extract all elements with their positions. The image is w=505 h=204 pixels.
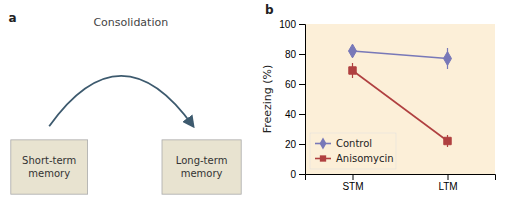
y-tick-mark [299, 24, 305, 25]
panel-label: a [8, 11, 16, 25]
series-line [353, 51, 448, 59]
x-tick-mark [448, 174, 449, 180]
box-label: Short-termmemory [22, 155, 76, 179]
y-tick: 100 [279, 19, 305, 30]
annotation: Consolidation [93, 16, 168, 29]
y-tick-mark [299, 114, 305, 115]
panel-label: b [265, 3, 274, 17]
y-tick: 20 [285, 139, 305, 150]
y-tick: 0 [290, 169, 305, 180]
panel-a: a Consolidation Short-termmemory Long-termm… [8, 11, 241, 194]
box-label: Long-termmemory [176, 155, 228, 179]
point [349, 44, 357, 58]
point [444, 137, 451, 144]
legend: Control Anisomycin [310, 133, 396, 169]
point [444, 52, 452, 66]
panel-b: STM LTM 0 20 40 60 80 100 Control Anisomycin [279, 19, 495, 192]
y-tick-label: 40 [285, 109, 297, 120]
figure: a Consolidation Short-termmemory Long-termm… [0, 0, 505, 204]
legend-label: Anisomycin [336, 153, 394, 164]
arrow [49, 76, 193, 126]
box [162, 140, 241, 194]
y-tick: 40 [285, 109, 305, 120]
y-axis-title: Freezing (%) [261, 65, 274, 134]
y-tick-mark [299, 54, 305, 55]
plot-marks [349, 44, 452, 147]
x-axis-line [306, 175, 496, 181]
y-tick: 80 [285, 49, 305, 60]
y-tick-mark [299, 84, 305, 85]
y-tick-label: 0 [290, 169, 296, 180]
legend-marker [320, 138, 327, 150]
series [349, 44, 452, 69]
y-tick-label: 20 [285, 139, 297, 150]
y-axis: 0 20 40 60 80 100 [279, 19, 305, 180]
series-line [353, 71, 448, 142]
y-tick: 60 [285, 79, 305, 90]
box [11, 140, 88, 194]
x-tick: STM [342, 174, 363, 192]
legend-frame [310, 133, 396, 169]
legend-marker [320, 155, 326, 161]
legend-label: Control [336, 138, 372, 149]
y-tick-mark [299, 174, 305, 175]
x-tick-mark [353, 174, 354, 180]
y-axis-line [299, 25, 306, 175]
y-tick-label: 80 [285, 49, 297, 60]
point [349, 67, 356, 74]
x-tick-label: STM [342, 181, 363, 192]
y-tick-label: 100 [279, 19, 296, 30]
y-tick-label: 60 [285, 79, 297, 90]
x-tick-label: LTM [438, 181, 457, 192]
x-tick: LTM [438, 174, 457, 192]
plot-background [305, 24, 495, 174]
y-tick-mark [299, 144, 305, 145]
x-axis: STM LTM [306, 174, 496, 192]
